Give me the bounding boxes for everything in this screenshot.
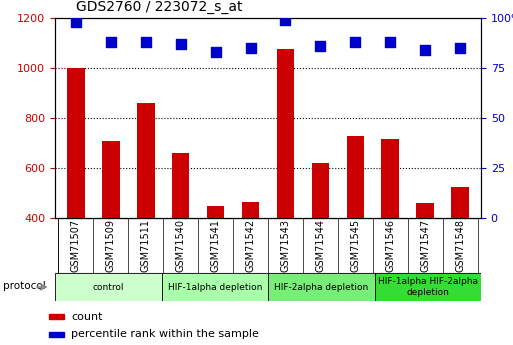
FancyBboxPatch shape bbox=[162, 273, 268, 301]
Text: percentile rank within the sample: percentile rank within the sample bbox=[71, 329, 259, 339]
Point bbox=[317, 43, 325, 49]
Point bbox=[107, 39, 115, 45]
Text: GSM71509: GSM71509 bbox=[106, 219, 116, 272]
Bar bbox=[102, 140, 120, 218]
Text: GSM71545: GSM71545 bbox=[350, 219, 360, 272]
Text: GSM71548: GSM71548 bbox=[455, 219, 465, 272]
Bar bbox=[49, 314, 64, 319]
Bar bbox=[49, 332, 64, 337]
Text: HIF-2alpha depletion: HIF-2alpha depletion bbox=[274, 283, 368, 292]
Point bbox=[281, 17, 289, 23]
Bar bbox=[207, 206, 224, 218]
Point bbox=[386, 39, 394, 45]
Point bbox=[246, 45, 254, 51]
Bar bbox=[451, 187, 469, 218]
Text: GSM71540: GSM71540 bbox=[176, 219, 186, 272]
Bar bbox=[277, 49, 294, 218]
FancyBboxPatch shape bbox=[374, 273, 481, 301]
Text: GSM71547: GSM71547 bbox=[420, 219, 430, 272]
Point bbox=[176, 41, 185, 47]
Bar bbox=[137, 103, 154, 218]
Text: HIF-1alpha depletion: HIF-1alpha depletion bbox=[168, 283, 262, 292]
Text: control: control bbox=[92, 283, 124, 292]
Text: GSM71507: GSM71507 bbox=[71, 219, 81, 272]
Text: GSM71543: GSM71543 bbox=[281, 219, 290, 272]
Text: GSM71541: GSM71541 bbox=[211, 219, 221, 272]
FancyBboxPatch shape bbox=[55, 273, 162, 301]
Text: protocol: protocol bbox=[3, 280, 46, 290]
Bar bbox=[382, 139, 399, 218]
Point bbox=[72, 19, 80, 25]
Bar bbox=[242, 202, 259, 218]
Point bbox=[421, 47, 429, 53]
Text: GDS2760 / 223072_s_at: GDS2760 / 223072_s_at bbox=[76, 0, 243, 14]
Point bbox=[211, 49, 220, 55]
Text: count: count bbox=[71, 312, 103, 322]
Point bbox=[351, 39, 360, 45]
Text: HIF-1alpha HIF-2alpha
depletion: HIF-1alpha HIF-2alpha depletion bbox=[378, 277, 478, 297]
Text: GSM71544: GSM71544 bbox=[315, 219, 325, 272]
FancyBboxPatch shape bbox=[268, 273, 374, 301]
Text: GSM71511: GSM71511 bbox=[141, 219, 151, 272]
Bar bbox=[312, 163, 329, 218]
Point bbox=[142, 39, 150, 45]
Text: GSM71542: GSM71542 bbox=[246, 219, 255, 272]
Point bbox=[456, 45, 464, 51]
Bar bbox=[347, 136, 364, 218]
Bar bbox=[417, 203, 434, 218]
Bar bbox=[67, 68, 85, 218]
Text: GSM71546: GSM71546 bbox=[385, 219, 395, 272]
Bar bbox=[172, 153, 189, 218]
